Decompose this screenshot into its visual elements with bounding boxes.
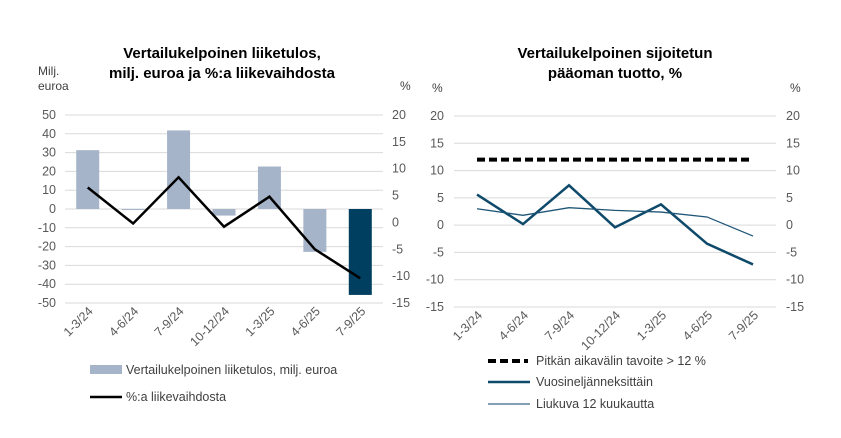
left-axis-unit-line1: Milj. — [38, 64, 59, 78]
right-y-tick-label: -5 — [392, 242, 403, 256]
x-tick-label: 10-12/24 — [578, 308, 623, 353]
bar-4-6/25 — [303, 209, 327, 252]
x-tick-label: 4-6/25 — [288, 304, 323, 339]
legend-label-rolling: Liukuva 12 kuukautta — [536, 397, 654, 411]
right-y-tick-label: 0 — [786, 218, 793, 232]
left-chart-title-line1: Vertailukelpoinen liiketulos, — [123, 45, 321, 62]
left-y-tick-label: -10 — [38, 221, 56, 235]
legend-label-line: %:a liikevaihdosta — [126, 390, 226, 404]
left-y-tick-label: 10 — [42, 183, 56, 197]
left-y-tick-label: -20 — [38, 240, 56, 254]
x-tick-label: 4-6/24 — [496, 308, 531, 343]
right-chart-left-unit: % — [432, 81, 443, 95]
right-chart-right-unit: % — [790, 81, 801, 95]
x-tick-label: 4-6/24 — [106, 304, 141, 339]
right-chart-title-line1: Vertailukelpoinen sijoitetun — [517, 45, 712, 62]
x-tick-label: 1-3/25 — [634, 308, 669, 343]
left-y-tick-label: -10 — [426, 273, 444, 287]
x-tick-label: 10-12/24 — [187, 304, 232, 349]
right-axis-unit: % — [400, 79, 411, 93]
bar-1-3/24 — [76, 150, 100, 209]
line-rolling-12-months — [476, 207, 754, 237]
right-y-tick-label: 5 — [786, 191, 793, 205]
left-y-tick-label: 20 — [42, 164, 56, 178]
right-y-tick-label: 15 — [786, 136, 800, 150]
left-axis-unit-line2: euroa — [38, 79, 69, 93]
right-y-tick-label: 0 — [392, 215, 399, 229]
bar-10-12/24 — [212, 209, 236, 216]
x-tick-label: 1-3/25 — [243, 304, 278, 339]
left-y-tick-label: 20 — [430, 109, 444, 123]
x-tick-label: 1-3/24 — [61, 304, 96, 339]
right-y-tick-label: 20 — [392, 108, 406, 122]
bar-7-9/24 — [167, 130, 191, 209]
right-y-tick-label: 15 — [392, 135, 406, 149]
line-quarterly — [476, 183, 754, 266]
left-y-tick-label: 30 — [42, 146, 56, 160]
left-y-tick-label: 15 — [430, 136, 444, 150]
legend-label-quarterly: Vuosineljänneksittäin — [536, 375, 653, 389]
left-y-tick-label: 40 — [42, 127, 56, 141]
right-y-tick-label: -10 — [786, 273, 804, 287]
x-tick-label: 4-6/25 — [680, 308, 715, 343]
right-y-tick-label: 10 — [786, 164, 800, 178]
x-tick-label: 7-9/25 — [333, 304, 368, 339]
left-y-tick-label: 5 — [437, 191, 444, 205]
bar-4-6/24 — [121, 209, 145, 210]
x-tick-label: 7-9/25 — [726, 308, 761, 343]
right-y-tick-label: 20 — [786, 109, 800, 123]
x-tick-label: 1-3/24 — [450, 308, 485, 343]
left-y-tick-label: -15 — [426, 300, 444, 314]
legend-swatch-bar — [90, 365, 122, 374]
left-y-tick-label: 0 — [437, 218, 444, 232]
right-y-tick-label: 10 — [392, 162, 406, 176]
bar-7-9/25 — [348, 209, 372, 295]
left-y-tick-label: 0 — [49, 202, 56, 216]
legend-label-bar: Vertailukelpoinen liiketulos, milj. euro… — [126, 363, 337, 377]
x-tick-label: 7-9/24 — [542, 308, 577, 343]
left-y-tick-label: -50 — [38, 296, 56, 310]
left-y-tick-label: 10 — [430, 164, 444, 178]
x-tick-label: 7-9/24 — [152, 304, 187, 339]
left-y-tick-label: 50 — [42, 108, 56, 122]
right-y-tick-label: -15 — [786, 300, 804, 314]
left-y-tick-label: -30 — [38, 258, 56, 272]
right-y-tick-label: -5 — [786, 245, 797, 259]
right-y-tick-label: -10 — [392, 269, 410, 283]
right-y-tick-label: 5 — [392, 189, 399, 203]
left-y-tick-label: -5 — [433, 245, 444, 259]
left-y-tick-label: -40 — [38, 277, 56, 291]
bar-1-3/25 — [257, 166, 281, 209]
legend-label-target: Pitkän aikavälin tavoite > 12 % — [536, 354, 706, 368]
left-chart-title-line2: milj. euroa ja %:a liikevaihdosta — [109, 65, 336, 82]
right-chart-title-line2: pääoman tuotto, % — [548, 65, 682, 82]
right-y-tick-label: -15 — [392, 296, 410, 310]
